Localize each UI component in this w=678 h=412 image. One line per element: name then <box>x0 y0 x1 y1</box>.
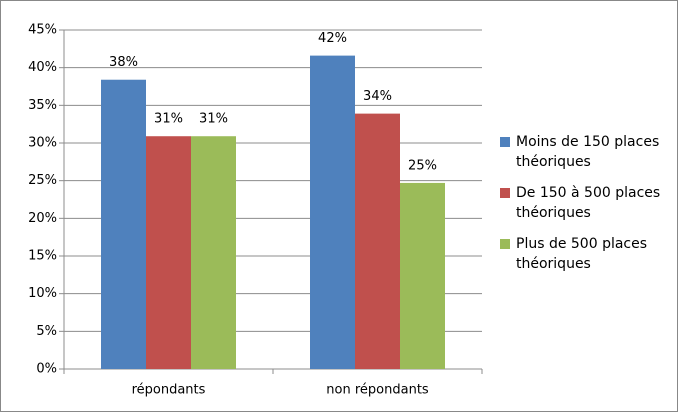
legend-label: Moins de 150 places théoriques <box>516 134 660 170</box>
legend-item: De 150 à 500 places théoriques <box>500 183 678 223</box>
y-tick-label: 15% <box>28 249 57 264</box>
y-tick-label: 10% <box>28 286 57 301</box>
legend: Moins de 150 places théoriques De 150 à 5… <box>500 132 678 285</box>
y-tick-label: 25% <box>28 173 57 188</box>
y-tick-label: 30% <box>28 136 57 151</box>
bar <box>355 113 400 370</box>
x-tick-label: non répondants <box>326 383 429 398</box>
bar <box>101 79 146 369</box>
data-label: 34% <box>363 89 392 104</box>
y-tick-label: 0% <box>36 362 57 377</box>
legend-swatch <box>500 188 510 198</box>
legend-swatch <box>500 239 510 249</box>
bar <box>400 182 445 369</box>
x-tick-label: répondants <box>132 383 206 398</box>
bar <box>310 55 355 369</box>
data-label: 31% <box>199 112 228 127</box>
data-label: 31% <box>154 112 183 127</box>
bar <box>191 136 236 369</box>
y-tick-label: 5% <box>36 324 57 339</box>
data-label: 25% <box>408 158 437 173</box>
y-tick-label: 40% <box>28 60 57 75</box>
legend-label: Plus de 500 places théoriques <box>516 236 648 272</box>
data-label: 42% <box>318 31 347 46</box>
legend-item: Plus de 500 places théoriques <box>500 234 678 274</box>
y-tick-label: 35% <box>28 98 57 113</box>
data-label: 38% <box>109 55 138 70</box>
y-tick-label: 20% <box>28 211 57 226</box>
legend-label: De 150 à 500 places théoriques <box>516 185 661 221</box>
legend-item: Moins de 150 places théoriques <box>500 132 678 172</box>
bar <box>146 136 191 369</box>
y-tick-label: 45% <box>28 23 57 38</box>
legend-swatch <box>500 137 510 147</box>
